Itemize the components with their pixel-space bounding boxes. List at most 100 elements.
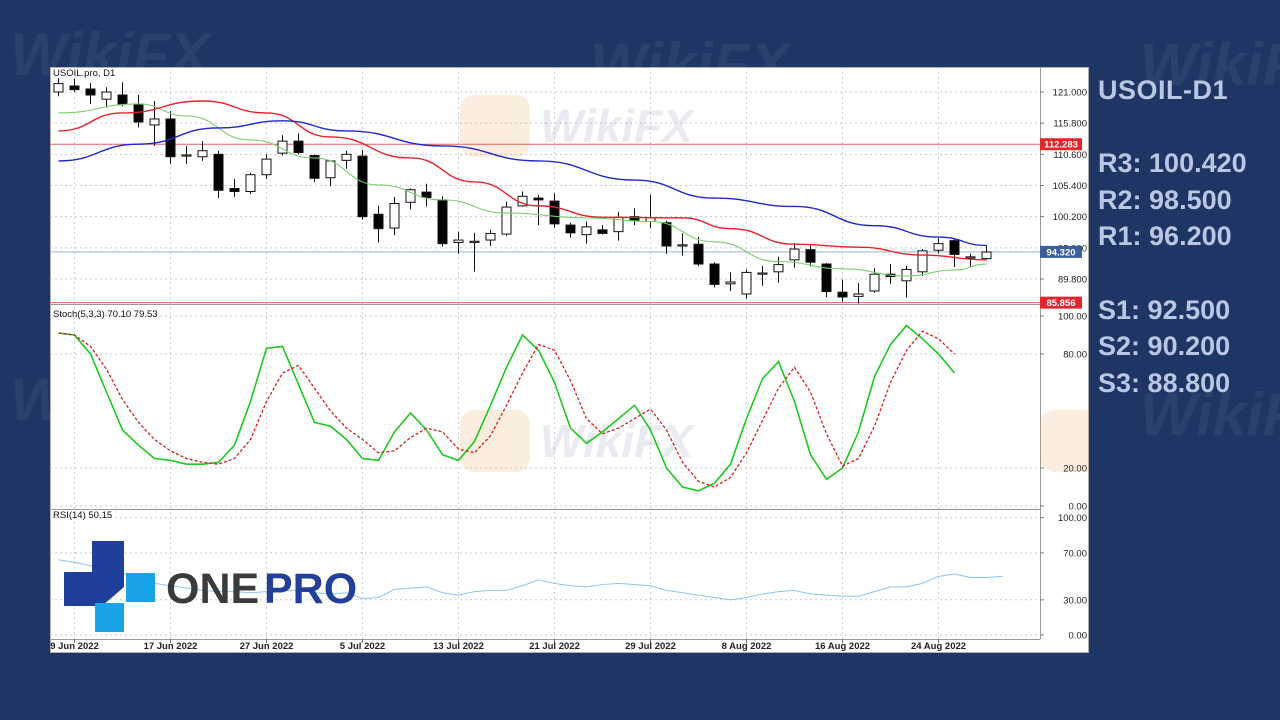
candlestick [453, 231, 464, 254]
candlestick [565, 222, 576, 238]
candlestick [885, 264, 896, 284]
chart-canvas: WikiFX WikiFX WikiFX 121.000 115.800 110.600… [50, 67, 1089, 653]
candlestick [901, 265, 912, 298]
candle-body-bullish [725, 281, 736, 285]
logo-text-pro: PRO [264, 565, 357, 613]
candlestick [293, 133, 304, 155]
candle-body-bullish [757, 272, 768, 275]
candlestick [405, 188, 416, 210]
candlestick [549, 193, 560, 228]
candle-body-bullish [325, 160, 336, 179]
level-s2-value: 90.200 [1147, 331, 1231, 361]
candlestick [357, 150, 368, 220]
level-r2-label: R2: [1098, 184, 1142, 215]
logo-mark-dark [64, 541, 124, 606]
candle-body-bearish [213, 153, 224, 191]
instrument-title: USOIL-D1 [1098, 75, 1229, 105]
candlestick [213, 150, 224, 199]
rsi-tick-label: 100.00 [1058, 513, 1087, 524]
candle-body-bullish [677, 244, 688, 247]
candlestick [821, 262, 832, 297]
candle-body-bullish [277, 140, 288, 154]
candle-body-bearish [565, 224, 576, 234]
candle-body-bearish [309, 155, 320, 179]
candle-body-bullish [101, 91, 112, 100]
current-price-tag-label: 94.320 [1046, 247, 1075, 258]
stoch-main-line [58, 324, 956, 492]
candlestick [949, 239, 960, 268]
candle-body-bullish [261, 158, 272, 176]
stoch-tick-label: 100.00 [1058, 312, 1087, 323]
level-s2-label: S2: [1098, 331, 1141, 361]
level-s2: S2: 90.200 [1098, 328, 1280, 365]
candle-body-bullish [933, 243, 944, 251]
stoch-pane-label: Stoch(5,3,3) 70.10 79.53 [53, 309, 158, 320]
onepro-logo: ONE PRO [64, 541, 357, 632]
rsi-line [58, 559, 1003, 601]
candle-body-bearish [629, 216, 640, 221]
stochastic-lines [58, 324, 956, 492]
candle-body-bullish [453, 239, 464, 243]
levels-panel: USOIL-D1 R3: 100.420 R2: 98.500 R1: 96.2… [1098, 72, 1280, 401]
candle-body-bullish [581, 226, 592, 236]
candlestick [645, 194, 656, 229]
candlestick [437, 196, 448, 247]
candlestick [597, 225, 608, 235]
level-s3: S3: 88.800 [1098, 365, 1280, 402]
current-price-tag [1040, 245, 1082, 258]
candle-body-bearish [661, 222, 672, 247]
date-tick-label: 27 Jun 2022 [240, 641, 294, 652]
candle-body-bullish [965, 256, 976, 259]
candlestick [533, 195, 544, 226]
candle-body-bearish [373, 213, 384, 230]
candle-body-bearish [357, 155, 368, 218]
main-pane-label: USOIL.pro, D1 [53, 68, 115, 79]
candle-body-bullish [901, 268, 912, 282]
stoch-signal-line [58, 330, 955, 488]
candle-body-bullish [389, 202, 400, 229]
candlestick [853, 283, 864, 304]
candlestick [309, 154, 320, 182]
candlestick [149, 100, 160, 146]
candle-body-bullish [405, 189, 416, 203]
wikifx-watermark-text: WikiFX [540, 415, 695, 467]
candle-body-bullish [245, 174, 256, 192]
candlestick [837, 279, 848, 302]
price-level-tag-label: 112.283 [1044, 140, 1078, 151]
candle-body-bullish [149, 118, 160, 126]
stoch-tick-label: 0.00 [1069, 502, 1088, 513]
date-tick-label: 29 Jul 2022 [625, 641, 676, 652]
levels-gap [1098, 255, 1280, 292]
wikifx-watermark-badge [460, 95, 530, 157]
candlestick [709, 262, 720, 288]
candle-body-bearish [421, 191, 432, 198]
price-level-tag [1040, 138, 1082, 151]
wikifx-watermark-text: WikiFX [540, 100, 695, 152]
rsi-line [58, 559, 1003, 601]
candle-body-bullish [501, 206, 512, 235]
chart-panel: WikiFX WikiFX WikiFX 121.000 115.800 110.600… [50, 67, 1089, 653]
candlestick [53, 78, 64, 97]
watermark-layer: WikiFX WikiFX WikiFX [460, 95, 1089, 472]
wikifx-watermark: WikiFX [460, 410, 695, 472]
level-r1-value: 96.200 [1149, 221, 1232, 251]
level-s3-label: S3: [1098, 367, 1141, 398]
level-r3-label: R3: [1098, 148, 1142, 178]
candle-body-bearish [949, 240, 960, 255]
candle-body-bullish [789, 248, 800, 261]
candle-body-bullish [741, 271, 752, 295]
level-r2: R2: 98.500 [1098, 182, 1280, 219]
moving-average-3 [58, 120, 987, 247]
date-tick-label: 24 Aug 2022 [911, 641, 966, 652]
level-r3: R3: 100.420 [1098, 145, 1280, 182]
price-level-tag-label: 85.856 [1046, 298, 1075, 309]
candle-body-bullish [917, 250, 928, 273]
logo-text-one: ONE [166, 565, 259, 613]
candlestick [677, 233, 688, 256]
level-s3-value: 88.800 [1147, 367, 1231, 398]
date-tick-label: 17 Jun 2022 [144, 641, 198, 652]
candlestick [277, 135, 288, 156]
candlestick [101, 87, 112, 108]
logo-mark-light-right [126, 573, 155, 602]
candlestick [805, 245, 816, 267]
